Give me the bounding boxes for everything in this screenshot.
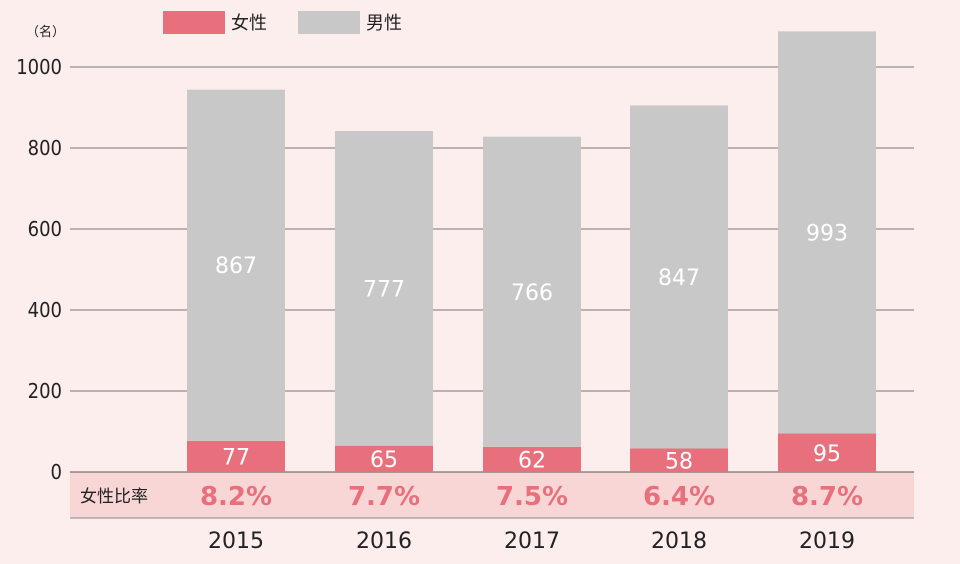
bar-male <box>778 31 876 434</box>
ratio-row-label: 女性比率 <box>80 487 148 507</box>
female-ratio-value: 7.7% <box>348 482 420 512</box>
legend-label-male: 男性 <box>366 13 402 34</box>
bar-male-value-label: 993 <box>806 221 848 246</box>
bar-male <box>483 136 581 447</box>
x-category-label: 2015 <box>208 529 264 554</box>
bar-female <box>630 448 728 472</box>
y-tick-label: 600 <box>28 217 62 241</box>
bar-female-value-label: 77 <box>222 445 250 470</box>
bar-female-value-label: 65 <box>370 448 398 473</box>
bar-male <box>187 89 285 441</box>
x-category-label: 2017 <box>504 529 560 554</box>
bar-male <box>630 105 728 449</box>
y-tick-label: 0 <box>51 460 62 484</box>
y-tick-label: 200 <box>28 379 62 403</box>
bar-female <box>187 440 285 472</box>
bar-female-value-label: 62 <box>518 448 546 473</box>
y-tick-label: 800 <box>28 136 62 160</box>
y-unit-label: （名） <box>26 24 65 40</box>
y-tick-label: 1000 <box>16 55 62 79</box>
x-category-label: 2016 <box>356 529 412 554</box>
legend-label-female: 女性 <box>231 13 267 34</box>
y-tick-label: 400 <box>28 298 62 322</box>
legend-swatch-male <box>298 11 360 34</box>
bar-male <box>335 130 433 446</box>
female-ratio-value: 8.2% <box>200 482 272 512</box>
bar-male-value-label: 847 <box>658 266 700 291</box>
bar-male-value-label: 766 <box>511 281 553 306</box>
legend-swatch-female <box>163 11 225 34</box>
female-ratio-value: 7.5% <box>496 482 568 512</box>
bar-male-value-label: 777 <box>363 277 405 302</box>
legend: 女性 男性 <box>163 11 402 34</box>
ratio-band <box>70 472 914 518</box>
bar-female-value-label: 58 <box>665 449 693 474</box>
bar-male-value-label: 867 <box>215 254 257 279</box>
bar-female <box>335 445 433 472</box>
bar-female <box>778 433 876 472</box>
bar-female-value-label: 95 <box>813 442 841 467</box>
bar-female <box>483 446 581 472</box>
female-ratio-value: 6.4% <box>643 482 715 512</box>
x-category-label: 2018 <box>651 529 707 554</box>
x-category-label: 2019 <box>799 529 855 554</box>
female-ratio-value: 8.7% <box>791 482 863 512</box>
